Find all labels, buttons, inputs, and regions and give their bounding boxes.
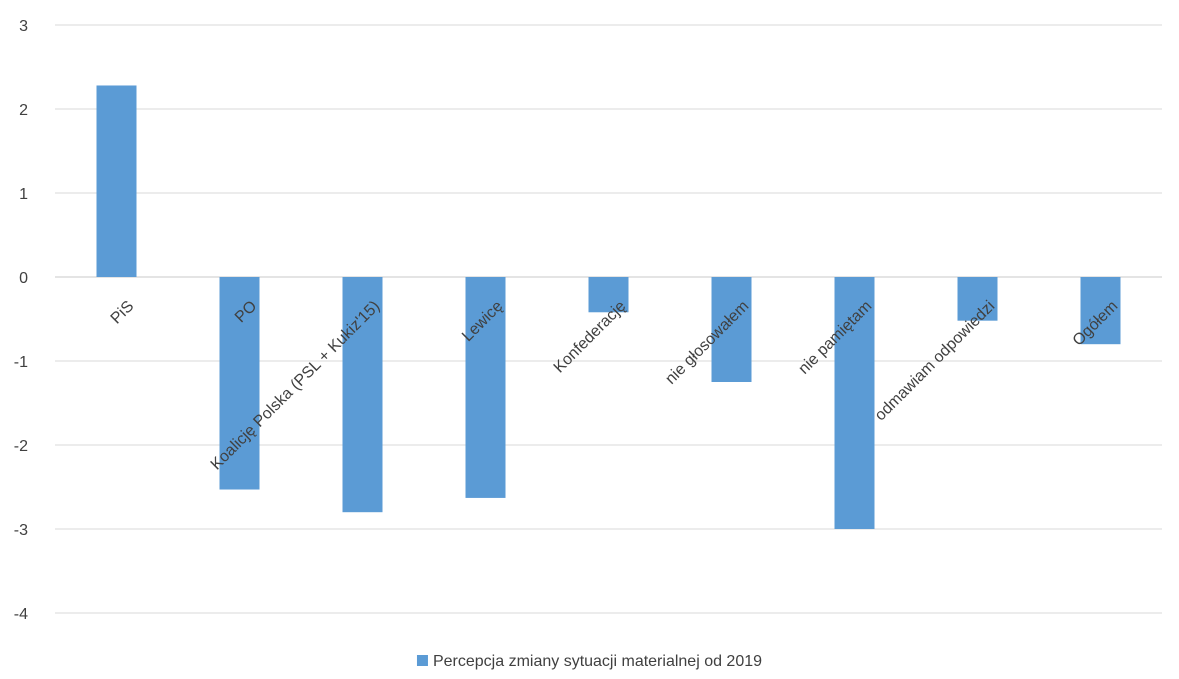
- bar: [1080, 277, 1121, 345]
- bar: [957, 277, 998, 321]
- y-tick-label: 0: [19, 270, 28, 287]
- legend-label: Percepcja zmiany sytuacji materialnej od…: [433, 653, 762, 670]
- bar: [465, 277, 506, 498]
- y-tick-label: -2: [14, 438, 28, 455]
- bar: [342, 277, 383, 513]
- legend-item: Percepcja zmiany sytuacji materialnej od…: [416, 653, 762, 670]
- bar: [588, 277, 629, 313]
- legend: Percepcja zmiany sytuacji materialnej od…: [416, 653, 762, 670]
- category-label: PiS: [108, 298, 138, 328]
- y-tick-label: 2: [19, 102, 28, 119]
- bar: [711, 277, 752, 382]
- legend-swatch: [416, 655, 428, 666]
- y-tick-label: -4: [14, 606, 28, 623]
- y-tick-label: 1: [19, 186, 28, 203]
- y-tick-label: -3: [14, 522, 28, 539]
- bars: [96, 85, 1121, 529]
- y-tick-label: 3: [19, 18, 28, 35]
- bar: [834, 277, 875, 529]
- bar: [96, 85, 137, 277]
- y-axis-ticks: 3 2 1 0 -1 -2 -3 -4: [14, 18, 28, 623]
- y-tick-label: -1: [14, 354, 28, 371]
- bar: [219, 277, 260, 490]
